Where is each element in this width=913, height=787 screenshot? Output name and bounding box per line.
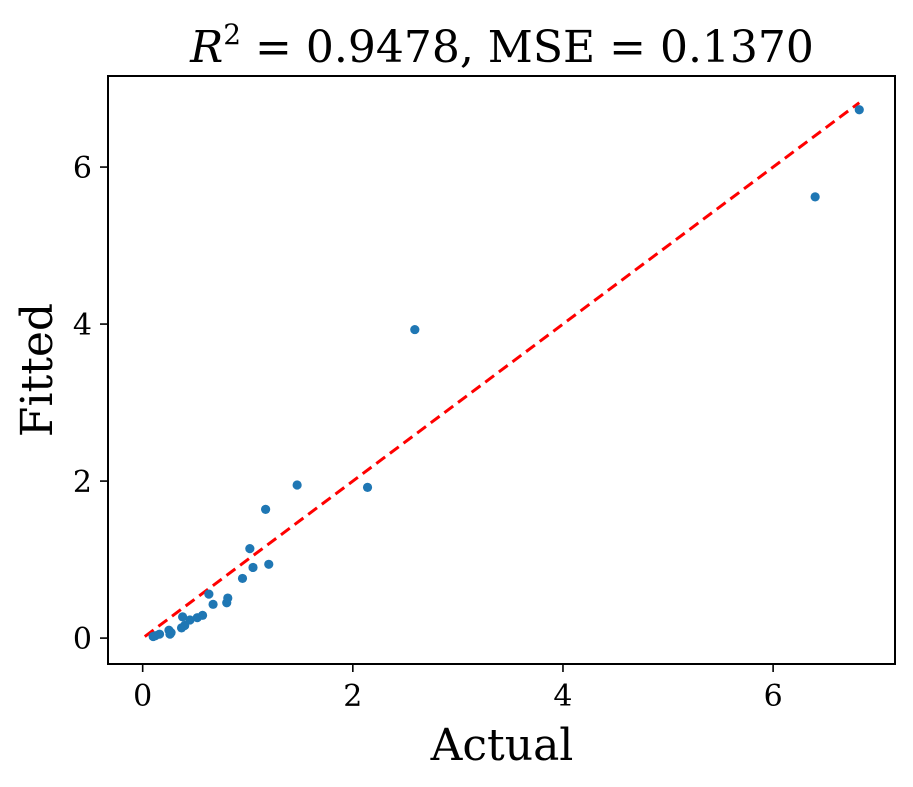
data-point bbox=[245, 543, 255, 554]
data-point bbox=[292, 480, 302, 490]
data-point bbox=[185, 615, 195, 625]
y-tick-label: 0 bbox=[73, 622, 92, 657]
title-r-superscript: 2 bbox=[223, 18, 241, 51]
data-point bbox=[154, 629, 165, 639]
chart-title: R2 = 0.9478, MSE = 0.1370 bbox=[189, 18, 814, 73]
data-point bbox=[410, 324, 420, 335]
title-r-symbol: R bbox=[189, 22, 223, 73]
x-tick-label: 0 bbox=[133, 679, 152, 714]
x-tick-label: 6 bbox=[764, 679, 783, 714]
fit-line bbox=[143, 101, 861, 638]
data-point bbox=[166, 627, 176, 638]
data-point bbox=[223, 593, 233, 603]
data-point bbox=[248, 562, 258, 573]
axis-ticks: 0 2 4 6 0 2 4 6 bbox=[73, 151, 783, 714]
data-point bbox=[810, 192, 820, 202]
y-tick-label: 2 bbox=[73, 465, 92, 500]
data-point bbox=[208, 599, 218, 609]
x-tick-label: 2 bbox=[343, 679, 362, 714]
y-tick-label: 6 bbox=[73, 151, 92, 186]
data-points bbox=[148, 105, 864, 642]
data-point bbox=[261, 504, 271, 514]
y-axis-label: Fitted bbox=[12, 303, 63, 437]
data-point bbox=[237, 573, 248, 584]
plot-area-frame bbox=[107, 75, 896, 665]
data-point bbox=[362, 482, 373, 492]
data-point bbox=[854, 105, 864, 115]
fit-line-layer bbox=[143, 101, 861, 638]
data-point bbox=[178, 612, 188, 622]
x-axis-label: Actual bbox=[430, 720, 574, 771]
data-point bbox=[264, 559, 274, 569]
data-point bbox=[204, 589, 214, 599]
data-point bbox=[197, 610, 208, 620]
y-tick-label: 4 bbox=[73, 308, 92, 343]
title-r-value: = 0.9478, MSE = 0.1370 bbox=[241, 22, 814, 73]
x-tick-label: 4 bbox=[553, 679, 572, 714]
